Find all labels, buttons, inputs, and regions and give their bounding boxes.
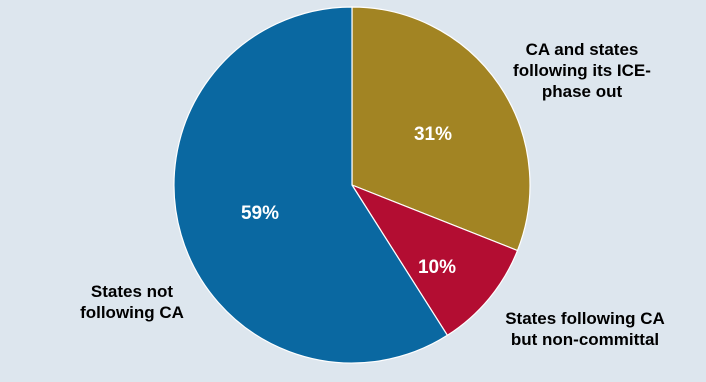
slice-category-label-line: following its ICE-	[513, 61, 651, 80]
slice-category-label-3: States not following CA	[80, 282, 184, 322]
pie-slice-2	[350, 183, 519, 337]
pie-slice-3	[173, 6, 449, 364]
slice-value-label-1: 31%	[414, 124, 452, 145]
pie-slices	[173, 6, 531, 364]
pie-value-labels: 31% 10% 59%	[241, 124, 456, 278]
slice-category-label-line: States not	[91, 282, 174, 301]
pie-slice-1	[351, 6, 531, 252]
slice-category-label-2: States following CA but non-committal	[505, 309, 665, 349]
slice-value-label-3: 59%	[241, 203, 279, 224]
slice-category-label-line: following CA	[80, 303, 184, 322]
slice-category-label-line: phase out	[542, 82, 623, 101]
slice-category-label-line: but non-committal	[511, 330, 659, 349]
slice-category-label-1: CA and states following its ICE-phase out	[513, 40, 651, 101]
pie-category-labels: CA and states following its ICE-phase out…	[80, 40, 665, 349]
slice-category-label-line: States following CA	[505, 309, 665, 328]
slice-category-label-line: CA and states	[526, 40, 639, 59]
slice-value-label-2: 10%	[418, 257, 456, 278]
